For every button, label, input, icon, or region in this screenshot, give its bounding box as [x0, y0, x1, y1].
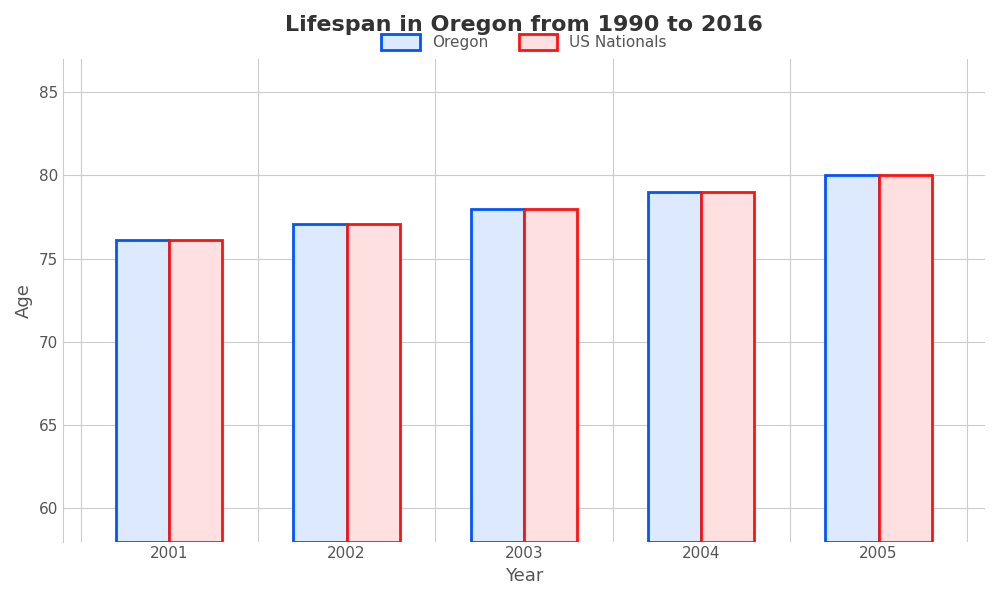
- Bar: [701, 192, 754, 542]
- Bar: [116, 240, 169, 542]
- Bar: [879, 175, 932, 542]
- X-axis label: Year: Year: [505, 567, 543, 585]
- Bar: [471, 209, 524, 542]
- Bar: [169, 240, 222, 542]
- Bar: [347, 224, 400, 542]
- Bar: [825, 175, 879, 542]
- Y-axis label: Age: Age: [15, 283, 33, 317]
- Legend: Oregon, US Nationals: Oregon, US Nationals: [375, 28, 673, 56]
- Bar: [524, 209, 577, 542]
- Bar: [648, 192, 701, 542]
- Bar: [293, 224, 347, 542]
- Title: Lifespan in Oregon from 1990 to 2016: Lifespan in Oregon from 1990 to 2016: [285, 15, 763, 35]
